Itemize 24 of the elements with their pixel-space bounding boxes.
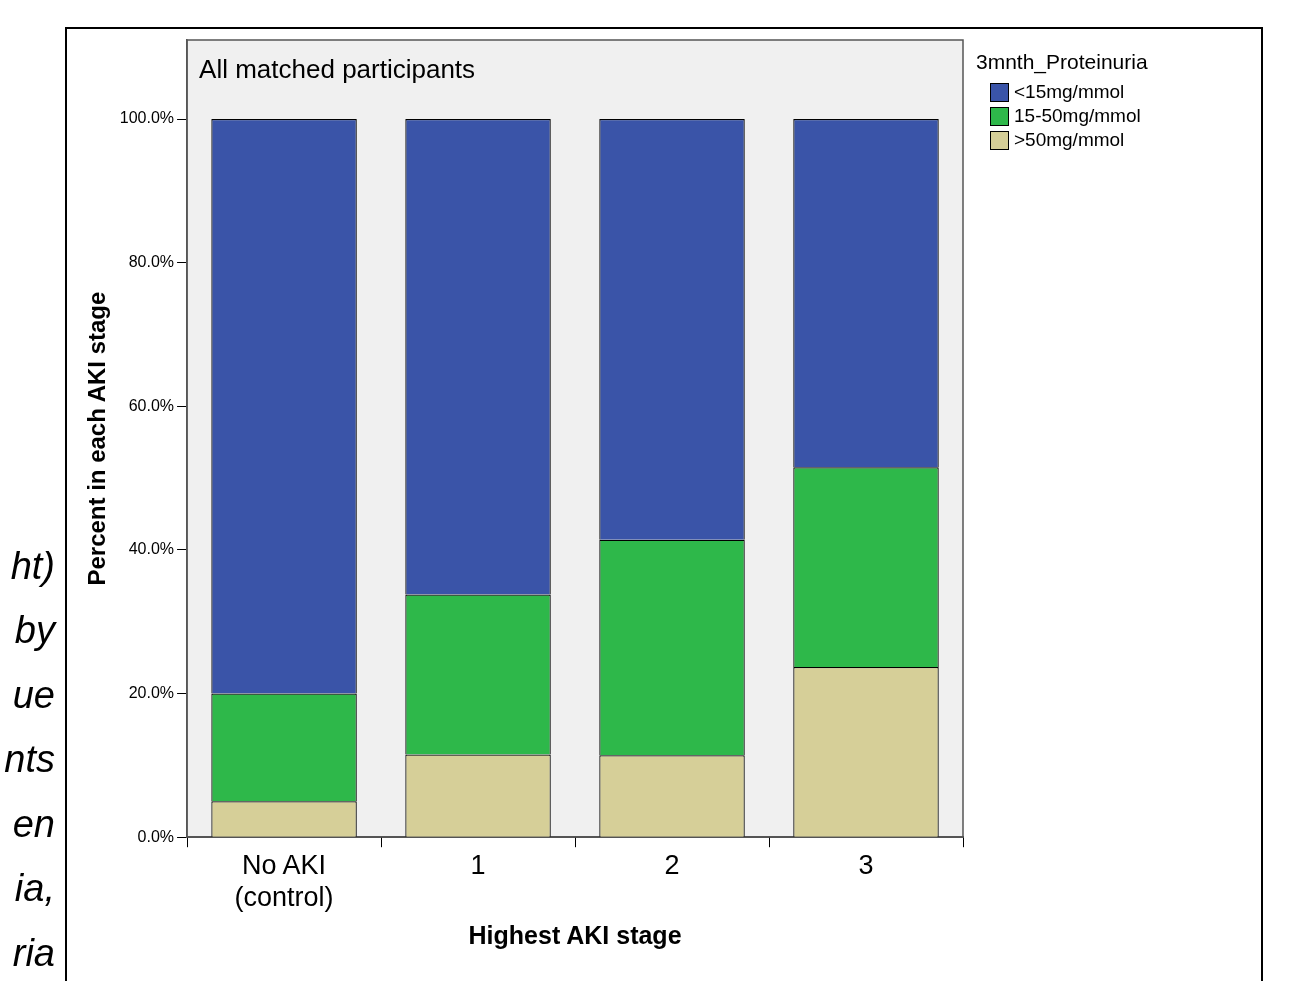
y-tick-label: 0.0% (137, 827, 175, 845)
y-tick-label: 60.0% (128, 396, 175, 414)
text: ia, (14, 867, 55, 910)
x-tick-label: 1 (470, 849, 486, 880)
legend-label: 15-50mg/mmol (1014, 104, 1141, 128)
text: <15mg/mmol (1014, 80, 1125, 104)
legend-title: 3mnth_Proteinuria (976, 50, 1148, 74)
y-axis-title: Percent in each AKI stage (83, 291, 111, 586)
x-tick-label: 3 (858, 849, 874, 880)
text: ria (12, 931, 55, 974)
text: by (14, 609, 57, 652)
text: en (12, 802, 55, 845)
y-tick-label: 40.0% (128, 540, 175, 558)
x-tick-label: No AKI (control) (234, 849, 334, 913)
text: All matched participants (199, 54, 476, 85)
y-tick-label: 100.0% (119, 109, 175, 127)
legend-label: >50mg/mmol (1014, 128, 1125, 152)
text: nts (4, 738, 55, 781)
text: ue (12, 673, 55, 716)
x-axis-title: Highest AKI stage (468, 920, 682, 949)
x-tick-label: 2 (664, 849, 680, 880)
y-tick-label: 20.0% (128, 683, 175, 701)
y-tick-label: 80.0% (128, 253, 175, 271)
text: ht) (10, 544, 55, 587)
